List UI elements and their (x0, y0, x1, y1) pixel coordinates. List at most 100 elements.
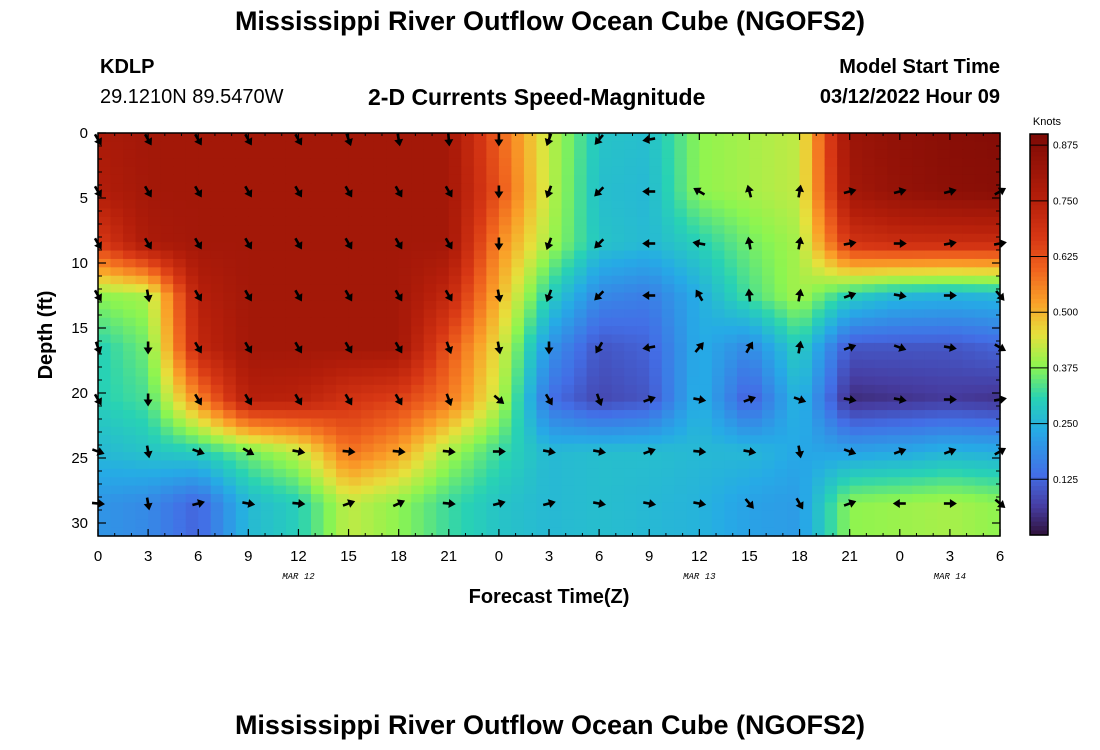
heatmap-cell (511, 426, 525, 436)
heatmap-cell (837, 502, 851, 512)
current-arrow (392, 499, 406, 508)
heatmap-cell (674, 426, 688, 436)
current-arrow (592, 447, 606, 456)
heatmap-cell (686, 384, 700, 394)
heatmap-cell (198, 158, 212, 168)
heatmap-cell (674, 216, 688, 226)
heatmap-cell (849, 158, 863, 168)
heatmap-cell (123, 183, 137, 193)
heatmap-cell (736, 527, 751, 537)
heatmap-cell (98, 384, 112, 394)
heatmap-cell (774, 216, 788, 226)
heatmap-cell (473, 435, 487, 445)
heatmap-cell (436, 225, 450, 235)
heatmap-cell (173, 527, 187, 537)
heatmap-cell (887, 225, 901, 235)
heatmap-cell (962, 284, 976, 294)
heatmap-cell (223, 384, 237, 394)
heatmap-cell (273, 426, 287, 436)
heatmap-cell (198, 334, 212, 344)
heatmap-cell (511, 309, 525, 319)
heatmap-cell (661, 258, 675, 268)
heatmap-cell (486, 376, 500, 386)
heatmap-cell (699, 191, 713, 201)
heatmap-cell (649, 519, 663, 529)
heatmap-cell (686, 494, 700, 504)
heatmap-cell (110, 267, 124, 277)
current-arrow (843, 343, 857, 352)
heatmap-cell (862, 191, 876, 201)
heatmap-cell (310, 267, 325, 277)
heatmap-cell (899, 158, 913, 168)
heatmap-cell (874, 443, 888, 453)
heatmap-cell (749, 225, 763, 235)
heatmap-cell (110, 225, 124, 235)
heatmap-cell (874, 410, 888, 420)
current-arrow (493, 394, 505, 404)
heatmap-cell (699, 133, 713, 142)
heatmap-cell (273, 334, 287, 344)
heatmap-cell (599, 418, 613, 428)
colorbar-segment (1030, 169, 1048, 175)
heatmap-cell (461, 133, 475, 142)
heatmap-cell (398, 510, 412, 520)
heatmap-cell (523, 300, 538, 310)
heatmap-cell (260, 460, 274, 470)
heatmap-cell (837, 309, 851, 319)
heatmap-cell (310, 326, 325, 336)
heatmap-cell (448, 183, 462, 193)
heatmap-cell (711, 191, 725, 201)
heatmap-cell (599, 368, 613, 378)
heatmap-cell (574, 326, 588, 336)
heatmap-cell (586, 258, 600, 268)
heatmap-cell (924, 242, 938, 252)
heatmap-cell (887, 485, 901, 495)
heatmap-cell (373, 250, 387, 260)
heatmap-cell (348, 309, 362, 319)
heatmap-cell (761, 149, 776, 159)
heatmap-cell (248, 401, 262, 411)
current-arrow (743, 447, 757, 456)
heatmap-cell (561, 166, 575, 176)
heatmap-cell (774, 309, 788, 319)
heatmap-cell (887, 527, 901, 537)
heatmap-cell (649, 149, 663, 159)
heatmap-cell (98, 452, 112, 462)
heatmap-cell (461, 166, 475, 176)
heatmap-cell (511, 242, 525, 252)
heatmap-cell (123, 468, 137, 478)
heatmap-cell (561, 460, 575, 470)
heatmap-cell (599, 166, 613, 176)
heatmap-cell (461, 242, 475, 252)
heatmap-cell (887, 368, 901, 378)
heatmap-cell (586, 149, 600, 159)
heatmap-cell (699, 317, 713, 327)
heatmap-cell (899, 258, 913, 268)
heatmap-cell (649, 267, 663, 277)
heatmap-cell (173, 376, 187, 386)
heatmap-cell (787, 158, 801, 168)
heatmap-cell (661, 284, 675, 294)
x-tick-label: 18 (791, 548, 808, 565)
heatmap-cell (862, 468, 876, 478)
heatmap-cell (812, 149, 826, 159)
heatmap-cell (837, 317, 851, 327)
heatmap-cell (511, 460, 525, 470)
heatmap-cell (674, 258, 688, 268)
heatmap-cell (937, 216, 951, 226)
heatmap-cell (473, 267, 487, 277)
colorbar-label: Knots (1033, 116, 1062, 128)
heatmap-cell (348, 242, 362, 252)
heatmap-cell (561, 527, 575, 537)
heatmap-cell (887, 494, 901, 504)
heatmap-cell (711, 418, 725, 428)
heatmap-cell (160, 200, 174, 210)
heatmap-cell (536, 468, 550, 478)
heatmap-cell (348, 502, 362, 512)
heatmap-cell (974, 242, 989, 252)
heatmap-cell (761, 275, 776, 285)
heatmap-cell (574, 200, 588, 210)
heatmap-cell (887, 141, 901, 151)
heatmap-cell (436, 174, 450, 184)
heatmap-cell (536, 368, 550, 378)
